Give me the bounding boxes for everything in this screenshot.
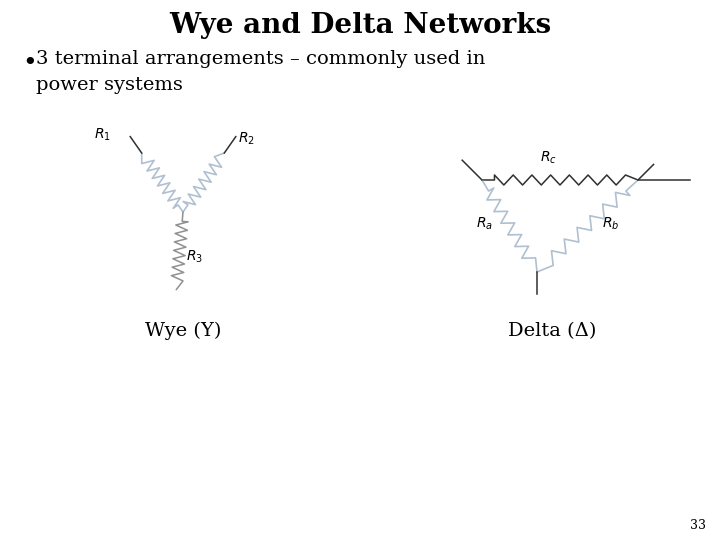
Text: $R_a$: $R_a$: [475, 216, 492, 232]
Text: 3 terminal arrangements – commonly used in
power systems: 3 terminal arrangements – commonly used …: [36, 50, 485, 94]
Text: $R_b$: $R_b$: [601, 216, 619, 232]
Text: Delta (Δ): Delta (Δ): [508, 322, 596, 340]
Text: $R_3$: $R_3$: [186, 249, 202, 265]
Text: $R_2$: $R_2$: [238, 131, 255, 147]
Text: 33: 33: [690, 519, 706, 532]
Text: Wye (Y): Wye (Y): [145, 322, 221, 340]
Text: •: •: [22, 52, 37, 75]
Text: $R_1$: $R_1$: [94, 127, 111, 143]
Text: $R_c$: $R_c$: [540, 150, 557, 166]
Text: Wye and Delta Networks: Wye and Delta Networks: [169, 12, 551, 39]
